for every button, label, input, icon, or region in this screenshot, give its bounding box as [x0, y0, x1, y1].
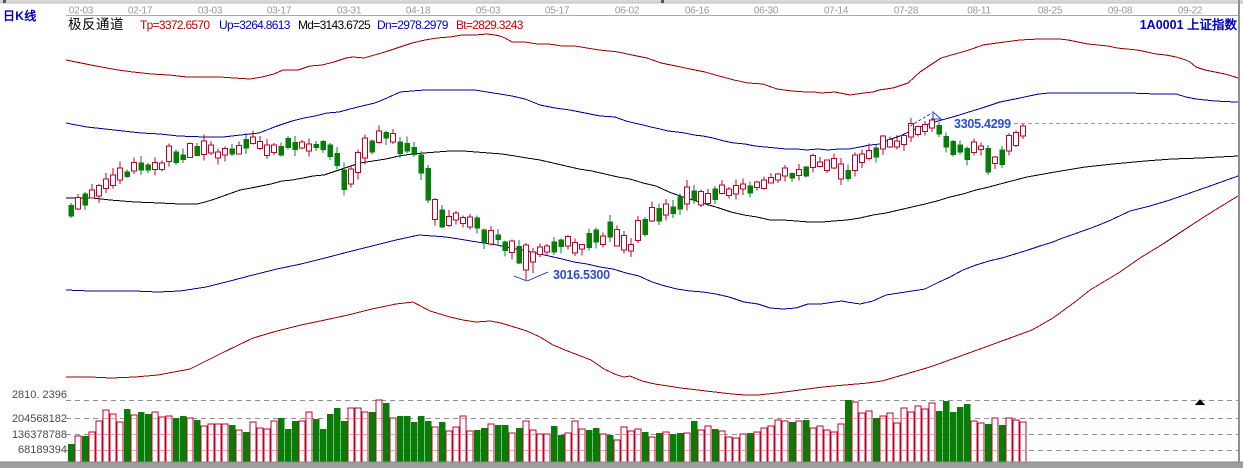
- svg-text:136378788: 136378788: [12, 429, 67, 441]
- svg-text:03-17: 03-17: [267, 6, 292, 17]
- svg-text:02-17: 02-17: [128, 6, 153, 17]
- svg-text:07-28: 07-28: [894, 6, 919, 17]
- svg-text:1A0001 上证指数: 1A0001 上证指数: [1140, 17, 1238, 32]
- svg-text:Md=3143.6725: Md=3143.6725: [298, 18, 371, 32]
- svg-text:08-11: 08-11: [967, 6, 991, 17]
- svg-text:极反通道: 极反通道: [68, 17, 124, 32]
- svg-text:03-31: 03-31: [337, 6, 362, 17]
- svg-text:09-22: 09-22: [1178, 6, 1203, 17]
- svg-text:03-03: 03-03: [198, 6, 223, 17]
- svg-text:05-03: 05-03: [476, 6, 501, 17]
- svg-text:3305.4299: 3305.4299: [954, 117, 1011, 131]
- svg-text:06-16: 06-16: [685, 6, 710, 17]
- svg-text:08-25: 08-25: [1038, 6, 1063, 17]
- svg-text:06-30: 06-30: [754, 6, 779, 17]
- svg-text:02-03: 02-03: [69, 6, 94, 17]
- svg-text:日K线: 日K线: [3, 8, 37, 23]
- svg-text:07-14: 07-14: [824, 6, 849, 17]
- svg-text:Up=3264.8613: Up=3264.8613: [219, 18, 291, 32]
- svg-text:06-02: 06-02: [615, 6, 640, 17]
- svg-text:Bt=2829.3243: Bt=2829.3243: [456, 18, 524, 32]
- svg-text:2810. 2396: 2810. 2396: [12, 389, 67, 401]
- svg-text:05-17: 05-17: [545, 6, 570, 17]
- svg-text:3016.5300: 3016.5300: [553, 268, 610, 282]
- svg-text:68189394: 68189394: [18, 444, 67, 456]
- svg-text:204568182: 204568182: [12, 413, 67, 425]
- svg-text:Dn=2978.2979: Dn=2978.2979: [377, 18, 449, 32]
- svg-text:04-18: 04-18: [406, 6, 431, 17]
- svg-text:Tp=3372.6570: Tp=3372.6570: [140, 18, 210, 32]
- svg-text:09-08: 09-08: [1108, 6, 1133, 17]
